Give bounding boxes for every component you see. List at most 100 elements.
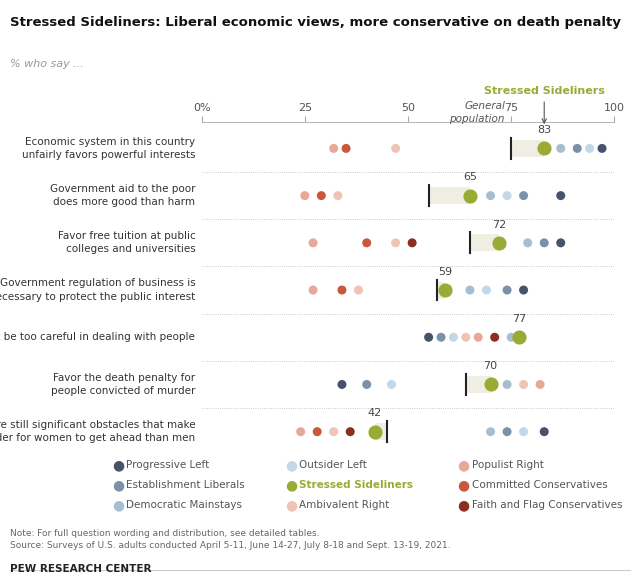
- Bar: [429, 187, 470, 204]
- Text: Government aid to the poor
does more good than harm: Government aid to the poor does more goo…: [50, 184, 195, 207]
- Point: [316, 191, 326, 201]
- Point: [390, 238, 401, 248]
- Point: [518, 380, 529, 389]
- Point: [341, 144, 351, 153]
- Point: [485, 380, 495, 389]
- Point: [515, 332, 525, 342]
- Point: [296, 427, 306, 436]
- Point: [502, 427, 512, 436]
- Point: [308, 238, 318, 248]
- Text: Favor the death penalty for
people convicted of murder: Favor the death penalty for people convi…: [51, 373, 195, 396]
- Point: [353, 286, 364, 295]
- Point: [337, 380, 347, 389]
- Point: [502, 380, 512, 389]
- Point: [440, 286, 451, 295]
- Bar: [375, 423, 387, 440]
- Point: [485, 191, 495, 201]
- Text: You can’t be too careful in dealing with people: You can’t be too careful in dealing with…: [0, 332, 195, 342]
- Text: ●: ●: [112, 478, 124, 492]
- Point: [539, 427, 549, 436]
- Point: [556, 144, 566, 153]
- Text: ●: ●: [458, 478, 470, 492]
- Bar: [511, 140, 544, 157]
- Text: 65: 65: [463, 173, 477, 182]
- Bar: [470, 234, 499, 251]
- Point: [308, 286, 318, 295]
- Text: Stressed Sideliners: Stressed Sideliners: [299, 480, 413, 490]
- Text: Establishment Liberals: Establishment Liberals: [126, 480, 245, 490]
- Text: ●: ●: [112, 498, 124, 512]
- Point: [362, 238, 372, 248]
- Point: [473, 332, 483, 342]
- Text: General
population: General population: [449, 101, 505, 124]
- Text: Progressive Left: Progressive Left: [126, 460, 209, 470]
- Text: ●: ●: [458, 498, 470, 512]
- Point: [387, 380, 397, 389]
- Text: Democratic Mainstays: Democratic Mainstays: [126, 500, 242, 510]
- Point: [556, 191, 566, 201]
- Text: ●: ●: [458, 458, 470, 472]
- Point: [502, 286, 512, 295]
- Text: 72: 72: [492, 220, 506, 230]
- Text: 59: 59: [438, 267, 452, 277]
- Point: [461, 332, 471, 342]
- Text: ●: ●: [285, 478, 297, 492]
- Text: Stressed Sideliners: Stressed Sideliners: [484, 86, 605, 123]
- Point: [328, 144, 339, 153]
- Point: [481, 286, 492, 295]
- Text: There are still significant obstacles that make
it harder for women to get ahead: There are still significant obstacles th…: [0, 420, 195, 443]
- Point: [523, 238, 533, 248]
- Point: [362, 380, 372, 389]
- Text: ●: ●: [285, 458, 297, 472]
- Point: [436, 332, 446, 342]
- Point: [597, 144, 607, 153]
- Text: Government regulation of business is
necessary to protect the public interest: Government regulation of business is nec…: [0, 279, 195, 301]
- Point: [539, 144, 549, 153]
- Point: [337, 286, 347, 295]
- Point: [584, 144, 595, 153]
- Text: Favor free tuition at public
colleges and universities: Favor free tuition at public colleges an…: [58, 231, 195, 254]
- Text: ●: ●: [285, 498, 297, 512]
- Text: Faith and Flag Conservatives: Faith and Flag Conservatives: [472, 500, 622, 510]
- Point: [448, 332, 458, 342]
- Bar: [437, 282, 445, 298]
- Text: 83: 83: [537, 125, 551, 135]
- Point: [506, 332, 516, 342]
- Point: [518, 286, 529, 295]
- Point: [493, 238, 504, 248]
- Point: [333, 191, 343, 201]
- Point: [465, 286, 475, 295]
- Point: [539, 238, 549, 248]
- Point: [502, 191, 512, 201]
- Text: PEW RESEARCH CENTER: PEW RESEARCH CENTER: [10, 564, 151, 574]
- Point: [465, 191, 475, 201]
- Point: [556, 238, 566, 248]
- Point: [407, 238, 417, 248]
- Text: 77: 77: [513, 314, 527, 324]
- Point: [370, 427, 380, 436]
- Text: 42: 42: [368, 409, 382, 419]
- Text: % who say ...: % who say ...: [10, 59, 83, 69]
- Text: Ambivalent Right: Ambivalent Right: [299, 500, 389, 510]
- Point: [535, 380, 545, 389]
- Point: [390, 144, 401, 153]
- Point: [485, 427, 495, 436]
- Point: [572, 144, 582, 153]
- Text: Note: For full question wording and distribution, see detailed tables.
Source: S: Note: For full question wording and dist…: [10, 529, 450, 550]
- Point: [300, 191, 310, 201]
- Text: ●: ●: [112, 458, 124, 472]
- Text: Committed Conservatives: Committed Conservatives: [472, 480, 607, 490]
- Point: [490, 332, 500, 342]
- Text: Economic system in this country
unfairly favors powerful interests: Economic system in this country unfairly…: [22, 137, 195, 160]
- Bar: [466, 376, 490, 393]
- Point: [518, 427, 529, 436]
- Point: [518, 191, 529, 201]
- Point: [424, 332, 434, 342]
- Point: [312, 427, 323, 436]
- Text: Stressed Sideliners: Liberal economic views, more conservative on death penalty: Stressed Sideliners: Liberal economic vi…: [10, 16, 620, 29]
- Text: Populist Right: Populist Right: [472, 460, 543, 470]
- Point: [328, 427, 339, 436]
- Text: Outsider Left: Outsider Left: [299, 460, 367, 470]
- Point: [345, 427, 355, 436]
- Text: 70: 70: [483, 361, 498, 371]
